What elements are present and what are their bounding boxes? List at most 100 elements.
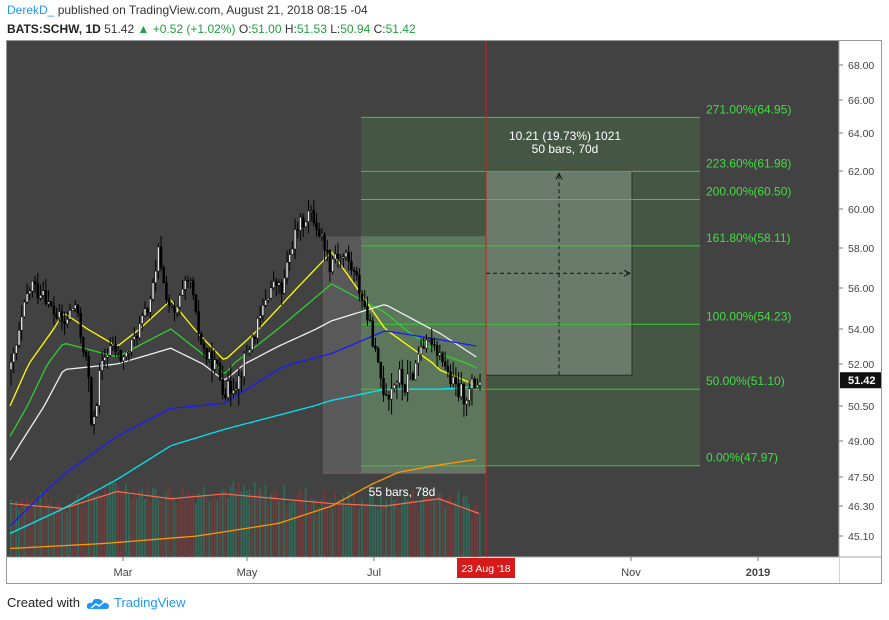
candle-body [237, 375, 241, 390]
candle-body [285, 262, 289, 279]
volume-bar [189, 494, 192, 557]
candle-body [267, 297, 270, 301]
volume-bar [74, 498, 77, 557]
candle-body [288, 254, 291, 263]
ma-line-blue [9, 330, 477, 527]
candle-body [272, 281, 275, 288]
candle-body [175, 306, 179, 314]
volume-bar [168, 486, 170, 557]
fib-level-label: 271.00%(64.95) [706, 102, 791, 116]
candle-body [269, 287, 273, 299]
candle-body [135, 336, 139, 339]
volume-bar [417, 507, 420, 557]
volume-bar [385, 500, 387, 557]
volume-bar [269, 494, 272, 557]
author-link[interactable]: DerekD_ [7, 3, 55, 17]
price-axis[interactable] [839, 41, 881, 583]
volume-bar [462, 495, 465, 557]
candle-body [159, 246, 163, 268]
drawing-boxes[interactable] [323, 117, 700, 474]
close-label: C: [373, 22, 386, 36]
candle-body [23, 301, 26, 318]
volume-bar [133, 487, 136, 557]
candle-body [76, 304, 80, 314]
candle-body [205, 348, 208, 360]
candle-body [124, 351, 128, 357]
volume-bar [117, 485, 119, 557]
volume-bar [82, 499, 85, 557]
volume-bar [339, 502, 342, 557]
volume-bar [369, 491, 371, 557]
volume-bar [428, 496, 430, 557]
candle-body [79, 313, 82, 338]
candle-body [446, 365, 450, 372]
projection-bars-label: 50 bars, 70d [532, 142, 599, 156]
volume-bar [208, 500, 211, 557]
candle-body [127, 351, 131, 354]
candle-body [403, 384, 407, 393]
volume-bar [219, 491, 221, 557]
volume-bar [342, 494, 345, 557]
volume-bar [267, 503, 270, 557]
volume-bar [441, 495, 444, 557]
candle-body [334, 253, 337, 260]
volume-bar [452, 508, 454, 557]
volume-bar [334, 491, 337, 557]
candle-body [342, 256, 345, 259]
candle-body [470, 378, 474, 389]
candle-body [454, 376, 458, 384]
fib-extension[interactable]: 271.00%(64.95) 223.60%(61.98) 200.00%(60.5… [361, 102, 791, 467]
candle-body [138, 323, 141, 339]
candle-body [350, 261, 353, 271]
price-tick-label: 47.50 [848, 472, 874, 484]
measure-label: 55 bars, 78d [369, 485, 436, 499]
candle-body [376, 348, 380, 363]
high-value: 51.53 [296, 22, 327, 36]
candle-body [296, 229, 300, 231]
volume-bar [58, 502, 61, 557]
candle-body [352, 269, 356, 272]
price-tick-label: 62.00 [848, 166, 874, 178]
volume-bar [379, 491, 382, 557]
volume-bar [468, 503, 471, 557]
candle-body [71, 308, 74, 311]
volume-bar [135, 498, 138, 557]
volume-bar [393, 499, 396, 557]
time-axis[interactable] [7, 557, 839, 583]
volume-bar [122, 494, 125, 557]
candle-body [417, 353, 420, 364]
candle-body [382, 377, 385, 395]
volume-bar [227, 498, 229, 557]
volume-bar [361, 498, 363, 557]
chart-frame [6, 40, 882, 584]
candle-body [307, 210, 310, 222]
candle-body [143, 308, 147, 316]
volume-bar [294, 500, 296, 557]
candle-body [473, 378, 476, 388]
volume-bar [307, 506, 310, 557]
time-tick-label: 2019 [746, 567, 770, 579]
volume-bar [98, 494, 101, 557]
candle-body [414, 362, 417, 380]
candle-body [213, 359, 216, 370]
candle-body [323, 233, 326, 251]
volume-bar [127, 493, 130, 557]
tradingview-brand-link[interactable]: TradingView [113, 595, 186, 610]
volume-bar [436, 493, 438, 557]
volume-bar [109, 481, 111, 557]
price-tick-label: 54.00 [848, 324, 874, 336]
ma-line-cyan [9, 385, 477, 535]
candle-body [114, 343, 117, 352]
time-tick-label: Mar [114, 567, 133, 579]
volume-bar [176, 503, 178, 557]
volume-bar [460, 509, 463, 557]
volume-bar [23, 505, 26, 557]
projection-label: 10.21 (19.73%) 1021 [509, 129, 621, 143]
volume-bar [130, 499, 133, 557]
volume-bar [68, 508, 71, 557]
candle-body [202, 343, 206, 349]
tradingview-cloud-icon [86, 598, 109, 609]
volume-bar [414, 503, 417, 557]
volume-bar [106, 495, 109, 557]
